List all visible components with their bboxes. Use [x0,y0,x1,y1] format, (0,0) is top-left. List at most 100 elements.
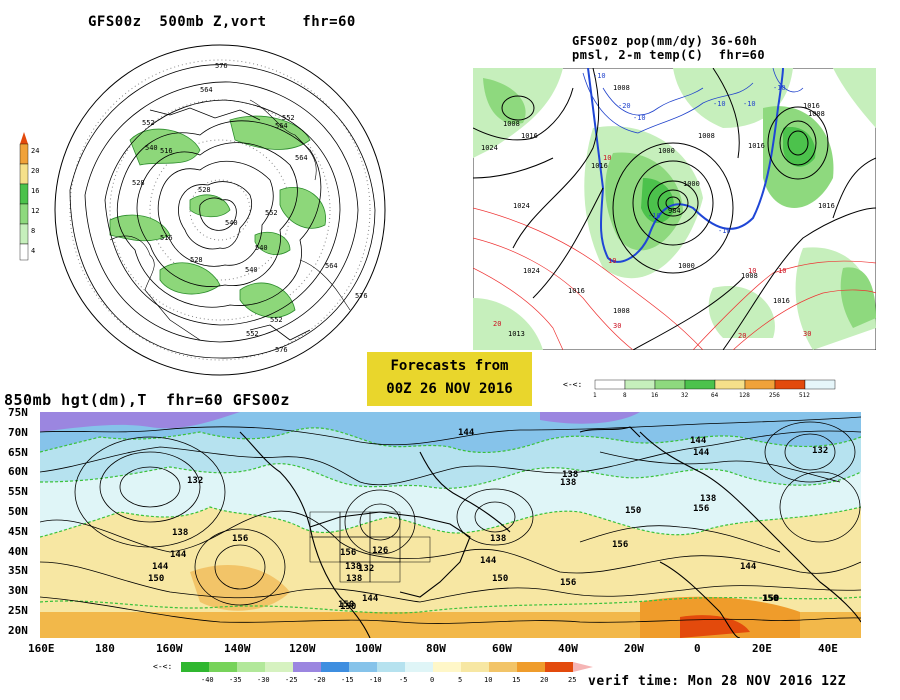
hgt850-contour-label: 126 [372,546,389,556]
banner-line2: 00Z 26 NOV 2016 [386,381,513,397]
pmsl-label: 984 [668,207,681,215]
z500-label: 576 [215,62,228,70]
z500-label: 552 [246,330,259,338]
pmsl-cb-label: 32 [681,392,689,399]
hgt850-contour-label: 150 [492,574,509,584]
z500-label: 564 [325,262,338,270]
lon-label: 180 [95,642,115,655]
lon-label: 20W [624,642,644,655]
hgt850-contour-label: 132 [812,446,829,456]
lon-label: 140W [224,642,251,655]
z500-label: 552 [142,119,155,127]
hgt850-map [40,412,861,638]
z500-label: 552 [282,114,295,122]
z500-label: 540 [225,219,238,227]
hgt850-contour-label: 156 [693,504,710,514]
pmsl-temp-label: 30 [803,330,811,338]
hgt850-cb-label: -25 [285,676,298,684]
hgt850-title: 850mb hgt(dm),T fhr=60 GFS00z [4,391,290,409]
hgt850-contour-label: 144 [458,428,475,438]
pmsl-label: 1016 [803,102,820,110]
z500-cb-label: 8 [31,227,35,235]
lon-label: 160W [156,642,183,655]
z500-label: 564 [295,154,308,162]
pmsl-temp-label: 30 [613,322,621,330]
z500-label: 540 [145,144,158,152]
lat-label: 45N [8,525,28,538]
pmsl-label: 1008 [613,307,630,315]
hgt850-contour-label: 138 [346,574,363,584]
lon-label: 40W [558,642,578,655]
z500-label: 552 [270,316,283,324]
lon-label: 80W [426,642,446,655]
hgt850-cb-label: -15 [341,676,354,684]
z500-label: 552 [265,209,278,217]
hgt850-contour-label: 156 [340,548,357,558]
lon-label: 20E [752,642,772,655]
pmsl-temp-label: 10 [778,267,786,275]
z500-label: 540 [245,266,258,274]
hgt850-contour-label: 144 [152,562,169,572]
pmsl-temp-label: -10 [648,212,661,220]
hgt850-contour-label: 144 [480,556,497,566]
lat-label: 70N [8,426,28,439]
hgt850-cb-label: -35 [229,676,242,684]
z500-map: 576 564 552 540 528 516 528 540 552 564 … [54,44,386,376]
z500-label: 576 [355,292,368,300]
z500-cb-label: 16 [31,187,39,195]
hgt850-cb-label: 0 [430,676,434,684]
z500-label: 576 [275,346,288,354]
pmsl-map: 1008 1016 1024 1000 1008 1016 1024 1016 … [473,68,876,350]
hgt850-contour-label: 150 [762,594,779,604]
hgt850-cb-label: 15 [512,676,520,684]
lat-label: 40N [8,545,28,558]
z500-label: 516 [160,234,173,242]
hgt850-contour-label: 138 [345,562,362,572]
hgt850-contour-label: 150 [763,594,780,604]
pmsl-temp-label: -10 [718,227,731,235]
lat-label: 55N [8,485,28,498]
pmsl-label: 1013 [508,330,525,338]
pmsl-label: 1000 [683,180,700,188]
z500-label: 540 [255,244,268,252]
lat-label: 65N [8,446,28,459]
hgt850-contour-label: 156 [560,578,577,588]
pmsl-temp-label: -10 [593,72,606,80]
pmsl-label: 1008 [503,120,520,128]
hgt850-contour-label: 150 [625,506,642,516]
hgt850-contour-label: 156 [612,540,629,550]
pmsl-cb-label: 128 [739,392,750,399]
pmsl-label: 1000 [658,147,675,155]
svg-text:<-<:: <-<: [153,662,172,671]
hgt850-contour-label: 144 [690,436,707,446]
pmsl-label: 1008 [741,272,758,280]
lat-label: 35N [8,564,28,577]
hgt850-contour-label: 144 [362,594,379,604]
z500-label: 528 [132,179,145,187]
z500-colorbar: 24 20 16 12 8 4 [19,132,39,261]
lon-label: 40E [818,642,838,655]
hgt850-contour-label: 138 [172,528,189,538]
z500-label: 564 [200,86,213,94]
lat-label: 50N [8,505,28,518]
z500-cb-label: 24 [31,147,39,155]
lat-label: 75N [8,406,28,419]
pmsl-temp-label: 20 [493,320,501,328]
hgt850-cb-label: -40 [201,676,214,684]
pmsl-label: 1016 [568,287,585,295]
pmsl-temp-label: 10 [603,154,611,162]
hgt850-contour-label: 144 [170,550,187,560]
hgt850-contour-label: 150 [148,574,165,584]
pmsl-cb-label: 64 [711,392,719,399]
lat-label: 20N [8,624,28,637]
z500-label: 528 [198,186,211,194]
lon-label: 120W [289,642,316,655]
hgt850-cb-label: 20 [540,676,548,684]
verif-time: verif time: Mon 28 NOV 2016 12Z [588,674,847,689]
hgt850-cb-label: 10 [484,676,492,684]
lon-label: 60W [492,642,512,655]
pmsl-label: 1008 [613,84,630,92]
hgt850-cb-label: -5 [399,676,407,684]
hgt850-contour-label: 144 [740,562,757,572]
hgt850-contour-label: 132 [358,564,375,574]
